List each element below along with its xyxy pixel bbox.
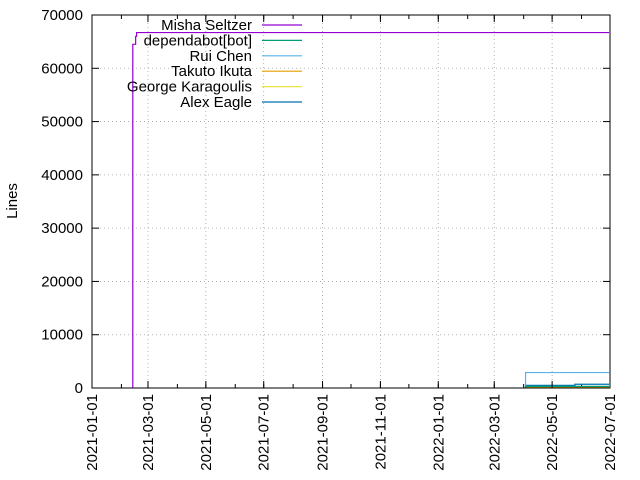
legend-label: Rui Chen [189,48,252,65]
axes [91,14,611,389]
y-tick-label: 40000 [41,167,83,184]
y-tick-label: 30000 [41,220,83,237]
plot-frame [91,14,611,389]
legend-label: Alex Eagle [180,94,252,111]
y-tick-label: 20000 [41,273,83,290]
y-axis-title: Lines [4,183,21,219]
legend-label: George Karagoulis [127,79,252,96]
y-tick-labels: 0 10000 20000 30000 40000 50000 60000 70000 [41,7,83,397]
x-tick-labels: 2021-01-01 2021-03-01 2021-05-01 2021-07-01… [84,394,619,471]
series-line [524,385,610,388]
series-line [132,31,610,388]
legend-label: Takuto Ikuta [171,63,253,80]
y-tick-label: 60000 [41,60,83,77]
x-tick-label: 2021-09-01 [315,394,332,471]
x-tick-label: 2022-03-01 [486,394,503,471]
x-tick-label: 2021-11-01 [372,394,389,470]
series-line [524,371,610,388]
legend-label: Misha Seltzer [161,17,252,34]
x-tick-label: 2021-07-01 [256,394,273,471]
y-tick-label: 50000 [41,114,83,131]
x-tick-label: 2021-01-01 [84,394,101,471]
legend-label: dependabot[bot] [144,32,252,49]
y-tick-label: 0 [75,380,83,397]
x-tick-label: 2022-07-01 [602,394,619,471]
x-tick-label: 2021-03-01 [140,394,157,471]
x-tick-label: 2022-05-01 [544,394,561,471]
y-tick-label: 70000 [41,7,83,24]
x-tick-label: 2021-05-01 [198,394,215,471]
x-tick-label: 2022-01-01 [430,394,447,471]
y-tick-label: 10000 [41,327,83,344]
